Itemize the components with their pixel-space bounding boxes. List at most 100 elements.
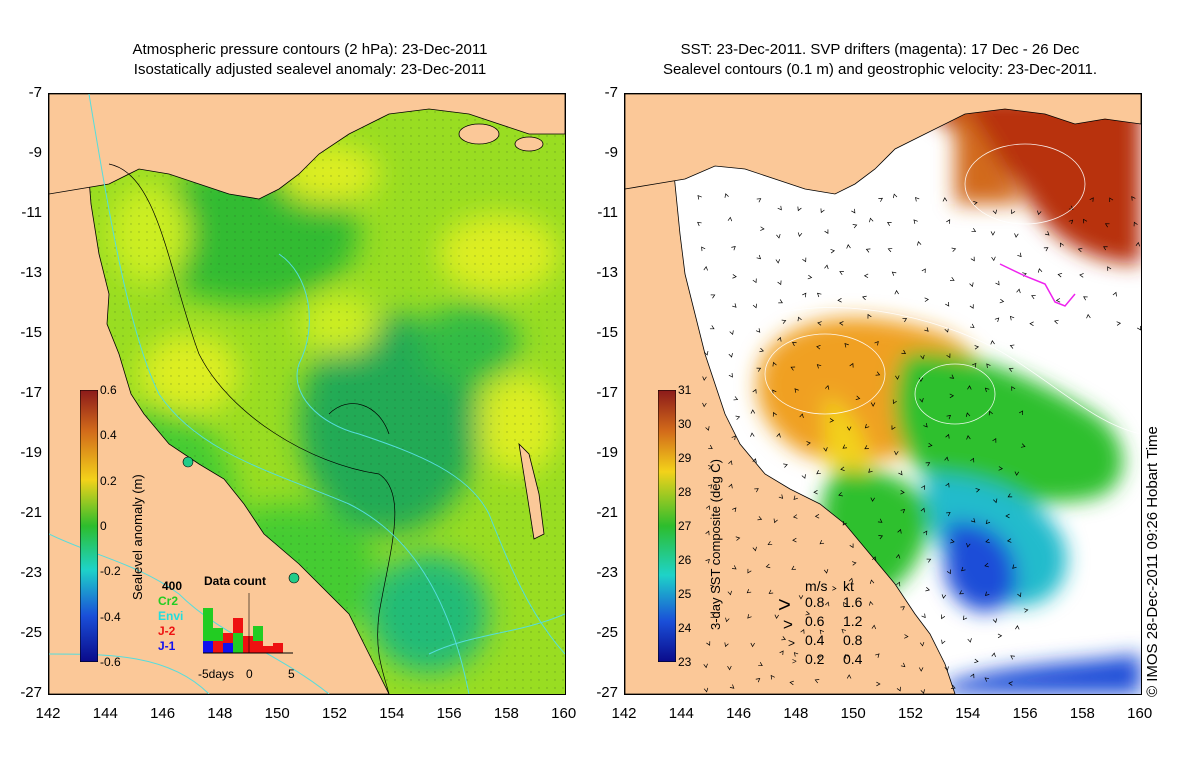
- right-x-tick-146: 146: [726, 705, 752, 722]
- velocity-arrow: [865, 248, 871, 253]
- right-y-tick--21: -21: [596, 504, 618, 521]
- velocity-arrow: [727, 590, 732, 596]
- velocity-arrow: [709, 325, 715, 330]
- velocity-arrow: [814, 679, 820, 684]
- velocity-arrow: [876, 681, 881, 687]
- velocity-arrow: [1083, 296, 1088, 301]
- right-y-tick--19: -19: [596, 444, 618, 461]
- speed-kt-3: 0.4: [843, 651, 863, 667]
- velocity-arrow: [878, 535, 884, 540]
- data-count-axis-left: -5days: [198, 667, 235, 681]
- velocity-arrow: [728, 483, 733, 489]
- speed-arrow-icon: >: [783, 614, 793, 634]
- velocity-arrow: [1068, 219, 1074, 225]
- imos-credit: © IMOS 28-Dec-2011 09:26 Hobart Time: [1144, 426, 1161, 697]
- velocity-arrow: [1008, 367, 1014, 372]
- velocity-arrow: [1043, 247, 1049, 252]
- velocity-arrow: [801, 474, 806, 479]
- velocity-arrow: [1055, 298, 1061, 303]
- velocity-arrow: [805, 611, 811, 616]
- velocity-arrow: [1010, 655, 1015, 660]
- velocity-arrow: [846, 244, 851, 249]
- sealevel-colorbar-tick-5: -0.4: [100, 609, 121, 624]
- velocity-arrow: [814, 514, 820, 519]
- left-y-tick--27: -27: [20, 684, 42, 701]
- left-x-tick-160: 160: [551, 705, 577, 722]
- velocity-arrow: [869, 601, 874, 606]
- velocity-arrow: [970, 457, 975, 463]
- velocity-arrow: [760, 226, 765, 231]
- velocity-arrow: [941, 639, 946, 645]
- velocity-arrow: [927, 442, 933, 448]
- velocity-arrow: [921, 485, 926, 490]
- velocity-arrow: [791, 565, 796, 570]
- velocity-arrow: [793, 495, 798, 500]
- velocity-arrow: [874, 340, 879, 346]
- sst-colorbar-tick-0: 31: [678, 383, 692, 397]
- right-title-line1: SST: 23-Dec-2011. SVP drifters (magenta)…: [680, 41, 1080, 58]
- sst-colorbar-tick-6: 25: [678, 587, 692, 601]
- velocity-arrow: [1044, 231, 1050, 236]
- left-y-tick--15: -15: [20, 324, 42, 341]
- velocity-arrow: [816, 344, 821, 350]
- velocity-arrow: [735, 415, 741, 420]
- velocity-arrow: [844, 343, 849, 348]
- velocity-arrow: [1014, 471, 1020, 476]
- velocity-arrow: [898, 470, 903, 476]
- velocity-arrow: [709, 584, 715, 590]
- velocity-arrow: [872, 556, 877, 561]
- velocity-arrow: [848, 577, 854, 583]
- velocity-arrow: [704, 350, 709, 356]
- velocity-arrow: [1086, 313, 1091, 319]
- velocity-arrow: [750, 409, 756, 414]
- velocity-arrow: [971, 227, 977, 232]
- left-x-tick-152: 152: [321, 705, 348, 722]
- velocity-arrow: [918, 377, 924, 383]
- velocity-arrow: [892, 399, 897, 405]
- velocity-arrow: [1008, 681, 1013, 686]
- velocity-arrow: [1104, 223, 1110, 228]
- velocity-arrow: [756, 198, 762, 203]
- velocity-arrow: [1131, 196, 1136, 201]
- velocity-arrow: [972, 362, 977, 368]
- right-x-tick-154: 154: [955, 705, 981, 722]
- velocity-arrow: [824, 385, 830, 390]
- sealevel-colorbar-tick-1: 0.4: [100, 428, 117, 443]
- velocity-arrow: [781, 636, 787, 641]
- velocity-arrow: [946, 414, 952, 420]
- velocity-arrow: [807, 274, 813, 280]
- velocity-arrow: [921, 268, 926, 274]
- velocity-arrow: [870, 402, 876, 407]
- sealevel-colorbar-title: Sealevel anomaly (m): [130, 474, 145, 600]
- velocity-arrow: [779, 650, 784, 656]
- velocity-arrow: [710, 294, 716, 299]
- velocity-arrow: [970, 518, 976, 523]
- data-count-legend-envi: Envi: [158, 609, 184, 623]
- data-count-axis-right: 5: [288, 667, 295, 681]
- velocity-arrow: [965, 412, 971, 417]
- velocity-arrow: [778, 494, 784, 499]
- velocity-arrow: [776, 234, 781, 239]
- speed-ms-3: 0.2: [805, 651, 825, 667]
- velocity-arrow: [819, 540, 825, 545]
- speed-kt-1: 1.2: [843, 613, 863, 629]
- velocity-arrow: [923, 530, 928, 536]
- velocity-arrow: [1053, 319, 1059, 325]
- velocity-arrow: [756, 367, 762, 372]
- velocity-arrow: [707, 484, 713, 489]
- velocity-arrow: [896, 581, 901, 587]
- velocity-arrow: [846, 426, 852, 431]
- right-y-tick--25: -25: [596, 624, 618, 641]
- velocity-arrow: [984, 591, 990, 596]
- velocity-arrow: [870, 497, 875, 502]
- velocity-arrow: [949, 374, 955, 379]
- velocity-arrow: [1016, 288, 1021, 294]
- velocity-arrow: [724, 642, 729, 648]
- velocity-arrow: [731, 435, 736, 441]
- velocity-arrow: [901, 349, 907, 355]
- velocity-arrow: [892, 193, 898, 199]
- velocity-arrow: [1083, 218, 1088, 224]
- velocity-arrow: [998, 466, 1003, 471]
- velocity-arrow: [852, 224, 858, 229]
- right-x-tick-144: 144: [668, 705, 694, 722]
